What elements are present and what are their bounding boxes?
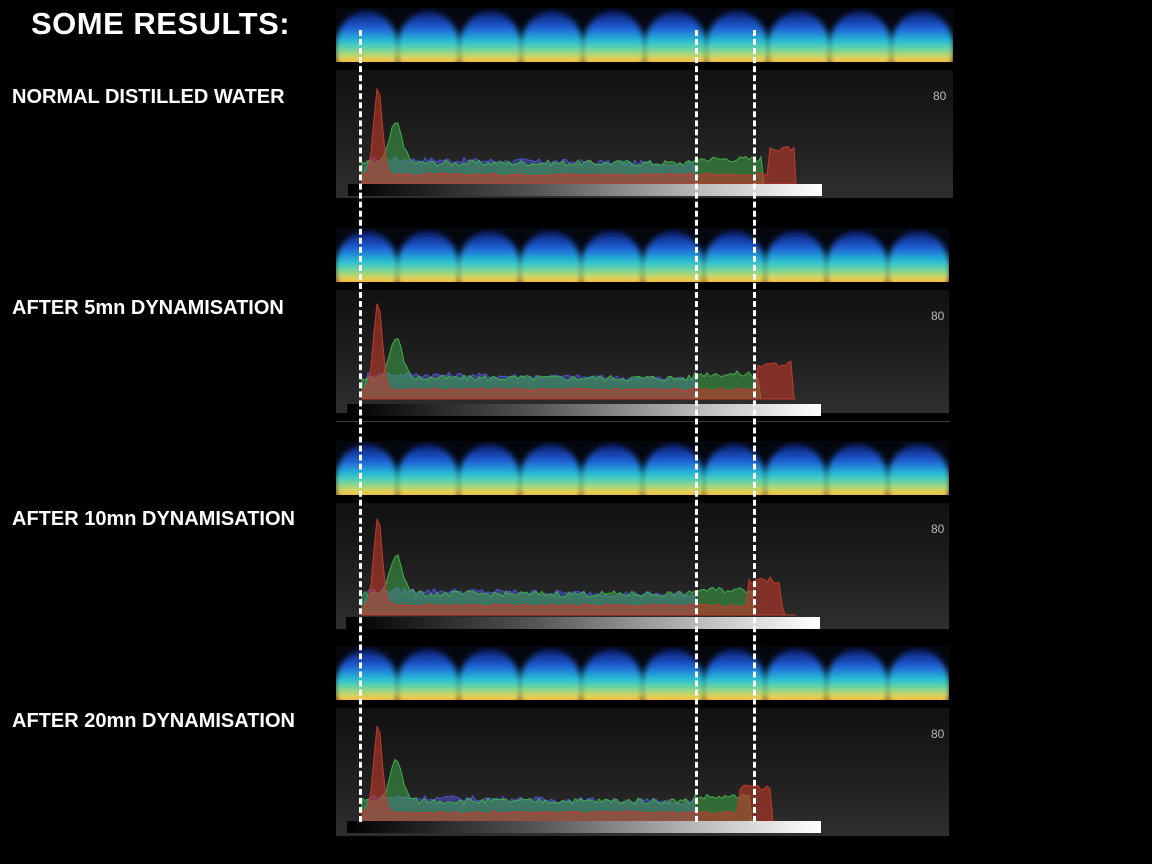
spectrum-blob <box>336 231 399 282</box>
spectrum-blob <box>825 649 889 700</box>
histogram-normal-water <box>336 70 953 198</box>
spectrum-blob <box>702 231 767 282</box>
spectrum-blob <box>579 231 644 282</box>
histogram-scale-10mn: 80 <box>931 522 945 536</box>
histogram-scale-20mn: 80 <box>931 727 945 741</box>
histogram-red-channel <box>361 725 796 823</box>
spectrum-strip-5mn <box>336 228 949 282</box>
histogram-red-channel <box>361 87 797 185</box>
spectrum-blob <box>519 11 585 62</box>
histogram-scale-5mn: 80 <box>931 309 945 323</box>
row-label-5mn: AFTER 5mn DYNAMISATION <box>12 297 284 319</box>
histogram-10mn <box>336 503 949 629</box>
spectrum-blob <box>763 649 828 700</box>
spectrum-blob <box>396 444 460 495</box>
spectrum-blob <box>825 231 889 282</box>
spectrum-strip-20mn <box>336 646 949 700</box>
spectrum-blob <box>641 649 706 700</box>
spectrum-blob <box>581 11 646 62</box>
row-label-normal-water: NORMAL DISTILLED WATER <box>12 86 285 108</box>
reference-dashed-line-3 <box>753 30 756 822</box>
histogram-green-channel <box>361 337 796 400</box>
intensity-gradient-bar-20mn <box>347 821 821 833</box>
spectrum-blob <box>396 11 461 62</box>
intensity-gradient-bar-normal-water <box>348 184 822 196</box>
spectrum-blob <box>579 649 644 700</box>
histogram-red-channel <box>361 303 796 400</box>
spectrum-blob <box>763 231 828 282</box>
spectrum-blob <box>763 444 828 495</box>
spectrum-blob <box>890 11 953 62</box>
spectrum-blob <box>336 649 399 700</box>
spectrum-blob <box>641 444 706 495</box>
spectrum-blob <box>641 231 706 282</box>
spectrum-blob <box>396 231 460 282</box>
histogram-20mn <box>336 708 949 836</box>
histogram-scale-normal-water: 80 <box>933 89 947 103</box>
spectrum-blob <box>704 11 770 62</box>
histogram-red-channel <box>361 517 796 616</box>
spectrum-blob <box>518 649 583 700</box>
spectrum-blob <box>702 444 767 495</box>
row-separator <box>336 421 950 422</box>
spectrum-blob <box>518 444 583 495</box>
spectrum-blob <box>457 444 522 495</box>
spectrum-blob <box>336 11 399 62</box>
reference-dashed-line-1 <box>359 30 362 822</box>
spectrum-blob <box>457 649 522 700</box>
spectrum-blob <box>579 444 644 495</box>
spectrum-blob <box>458 11 523 62</box>
spectrum-blob <box>886 231 949 282</box>
spectrum-blob <box>702 649 767 700</box>
intensity-gradient-bar-10mn <box>346 617 820 629</box>
spectrum-blob <box>825 444 889 495</box>
spectrum-blob <box>518 231 583 282</box>
spectrum-blob <box>886 444 949 495</box>
spectrum-blob <box>457 231 522 282</box>
histogram-green-channel <box>361 758 796 823</box>
histogram-green-channel <box>361 122 796 185</box>
reference-dashed-line-2 <box>695 30 698 822</box>
spectrum-blob <box>396 649 460 700</box>
intensity-gradient-bar-5mn <box>347 404 821 416</box>
page-title: SOME RESULTS: <box>31 6 291 41</box>
row-label-10mn: AFTER 10mn DYNAMISATION <box>12 508 295 530</box>
spectrum-strip-normal-water <box>336 8 953 62</box>
spectrum-blob <box>336 444 399 495</box>
histogram-green-channel <box>361 554 796 616</box>
spectrum-blob <box>643 11 708 62</box>
spectrum-blob <box>828 11 893 62</box>
row-label-20mn: AFTER 20mn DYNAMISATION <box>12 710 295 732</box>
spectrum-blob <box>886 649 949 700</box>
spectrum-blob <box>766 11 831 62</box>
histogram-5mn <box>336 290 949 413</box>
spectrum-strip-10mn <box>336 441 949 495</box>
